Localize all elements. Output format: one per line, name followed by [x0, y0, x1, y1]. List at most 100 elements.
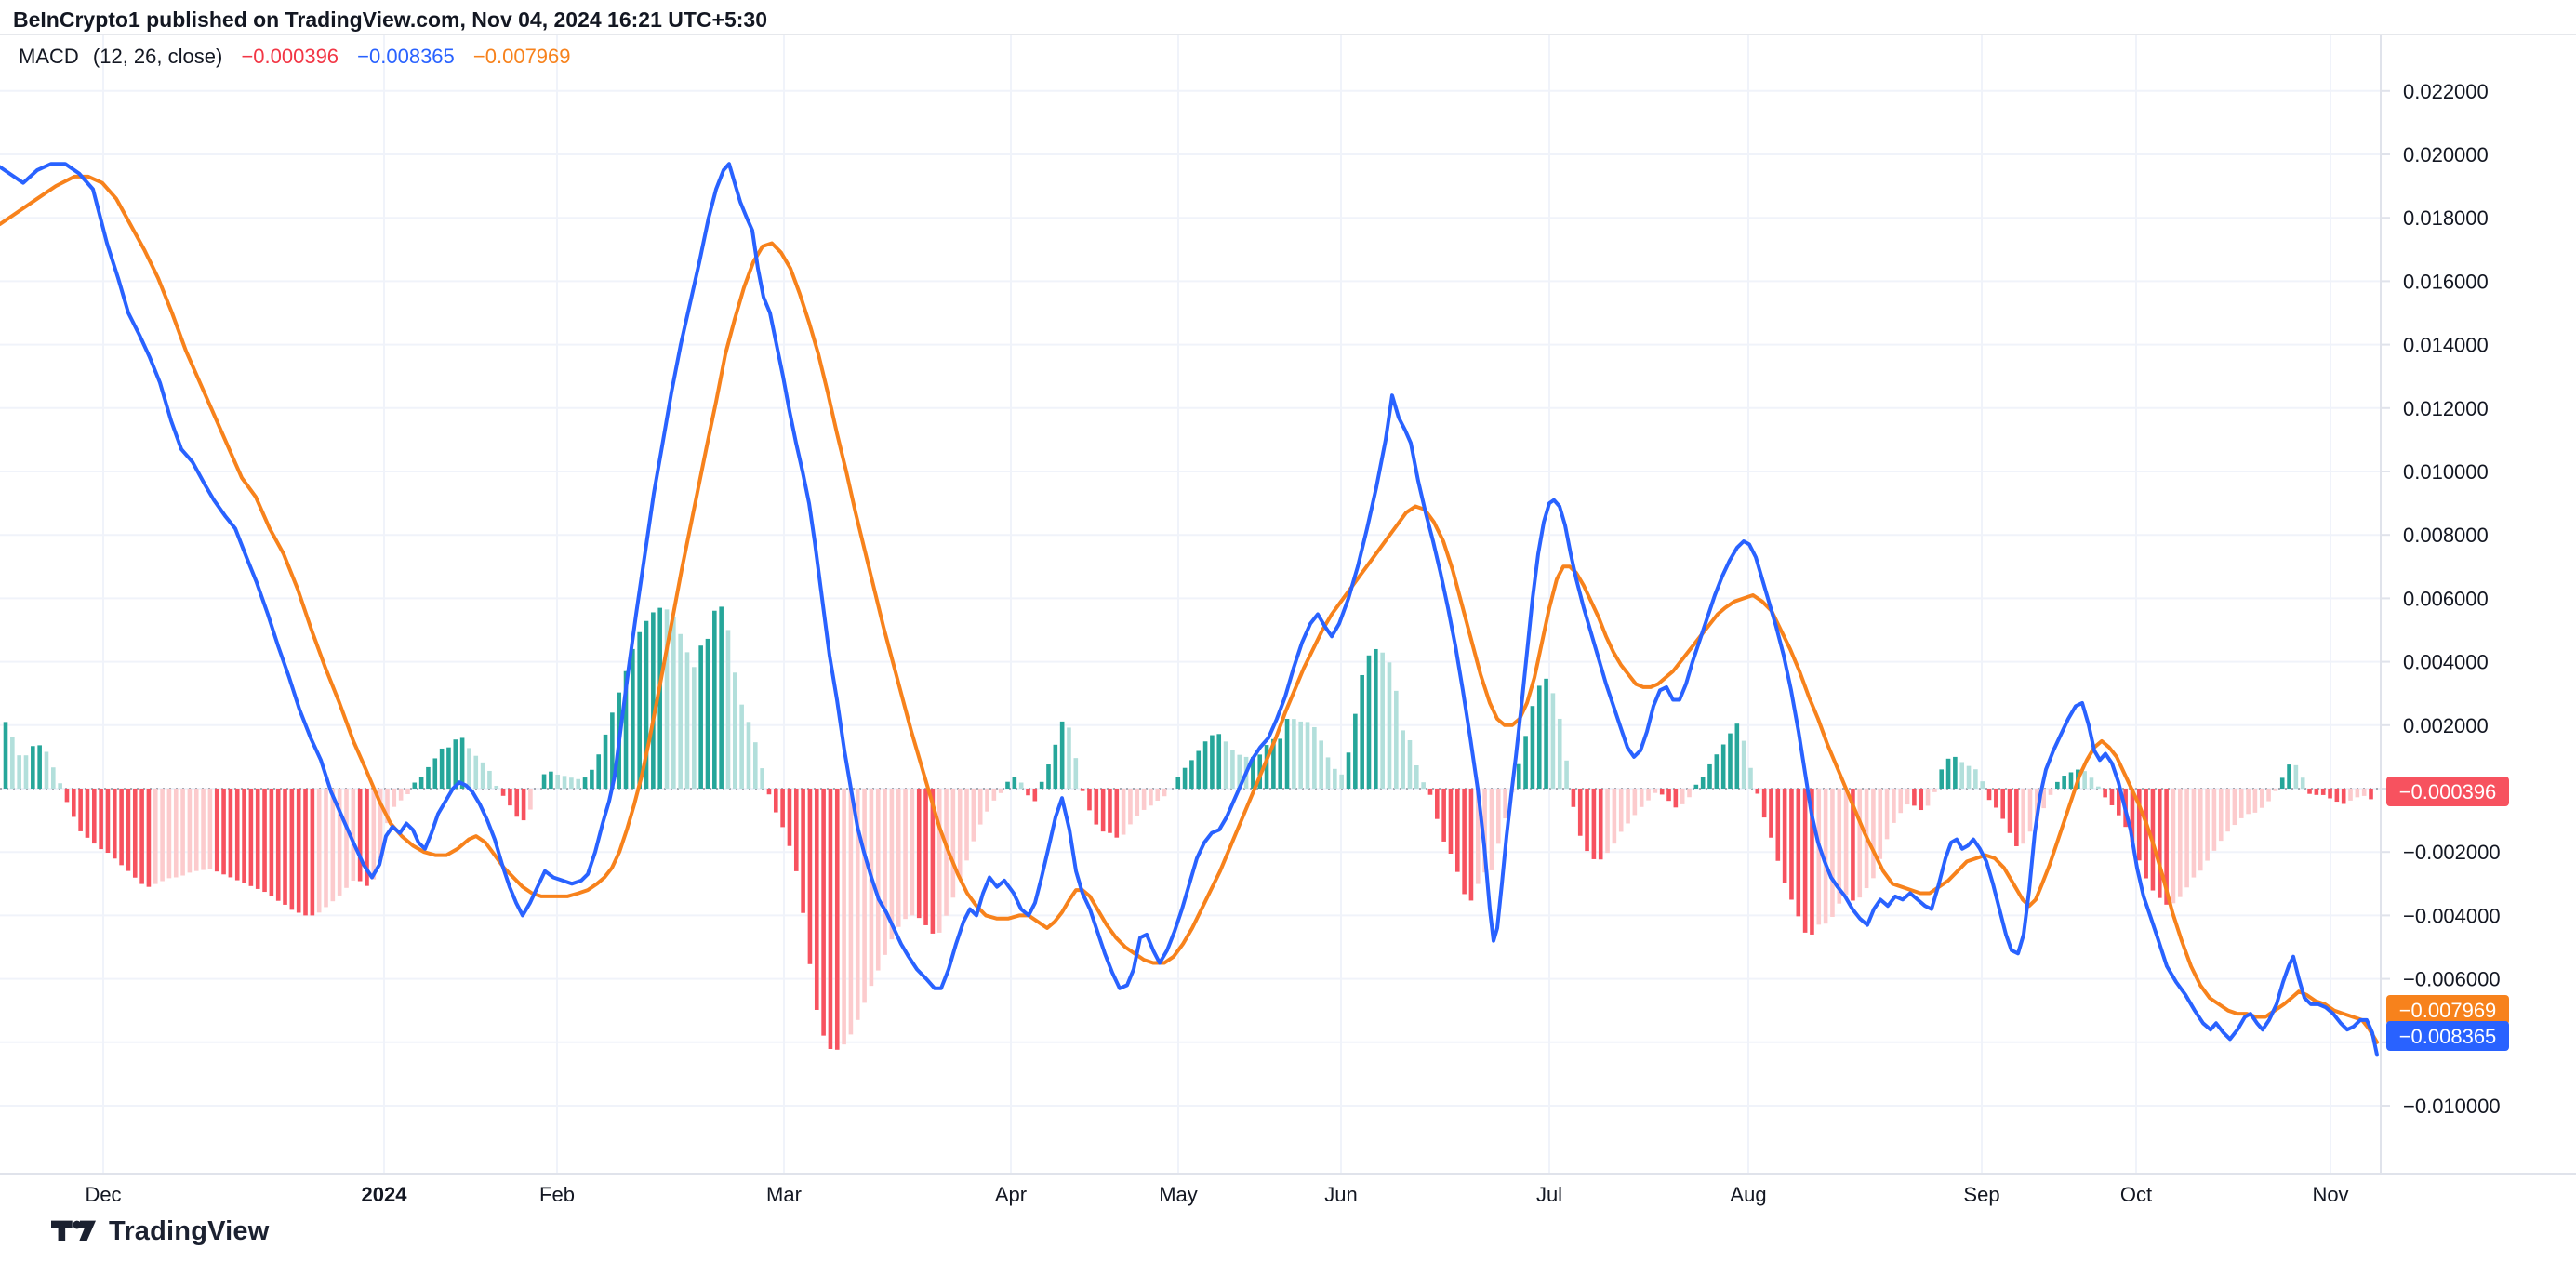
histogram-bar [1789, 789, 1794, 900]
tradingview-logo-icon [51, 1220, 96, 1241]
histogram-bar [2048, 789, 2053, 795]
histogram-bar [37, 745, 42, 789]
histogram-bar [1571, 789, 1576, 807]
histogram-bar [2266, 789, 2271, 802]
histogram-bar [1693, 784, 1699, 789]
histogram-bar [1802, 789, 1808, 933]
histogram-bar [324, 789, 328, 908]
histogram-bar [1646, 789, 1651, 801]
histogram-bar [1700, 777, 1706, 789]
histogram-bar [2041, 789, 2046, 809]
histogram-bar [1550, 693, 1556, 789]
time-tick-label: Aug [1730, 1183, 1766, 1206]
histogram-bar [651, 612, 656, 789]
svg-text:−0.007969: −0.007969 [2399, 999, 2497, 1022]
histogram-bar [1523, 736, 1528, 789]
histogram-bar [1012, 777, 1017, 789]
histogram-bar [1333, 768, 1337, 789]
histogram-bar [480, 762, 485, 789]
histogram-bar [1230, 750, 1235, 789]
histogram-bar [514, 789, 520, 817]
histogram-bar [193, 789, 199, 871]
histogram-bar [725, 630, 731, 789]
histogram-bar [1264, 745, 1269, 789]
histogram-bar [903, 789, 908, 920]
histogram-bar [1325, 757, 1331, 789]
histogram-bar [119, 789, 124, 866]
time-tick-label: Mar [766, 1183, 802, 1206]
histogram-bar [1966, 765, 1972, 789]
tradingview-logo[interactable]: TradingView [51, 1215, 270, 1248]
histogram-bar [746, 722, 751, 789]
histogram-bar [2144, 789, 2148, 879]
histogram-bar [1339, 774, 1344, 789]
histogram-bar [1435, 789, 1440, 819]
histogram-bar [160, 789, 165, 882]
histogram-bar [1626, 789, 1630, 824]
histogram-bar [2157, 789, 2162, 898]
histogram-bar [1680, 789, 1685, 804]
histogram-bar [2369, 789, 2373, 800]
histogram-bar [1925, 789, 1931, 806]
histogram-bar [1421, 782, 1426, 789]
indicator-legend[interactable]: MACD (12, 26, close) −0.000396 −0.008365… [19, 44, 571, 70]
histogram-bar [692, 667, 697, 789]
histogram-bar [1346, 752, 1351, 789]
time-tick-label: Nov [2312, 1183, 2348, 1206]
histogram-bar [1945, 758, 1951, 789]
histogram-bar [1175, 777, 1181, 789]
histogram-bar [1912, 789, 1917, 806]
time-tick-label: Feb [539, 1183, 575, 1206]
time-tick-label: Apr [995, 1183, 1027, 1206]
price-tick-label: −0.010000 [2403, 1095, 2501, 1118]
histogram-bar [1653, 789, 1658, 793]
histogram-bar [392, 789, 397, 807]
histogram-bar [1210, 735, 1215, 789]
histogram-bar [2198, 789, 2203, 871]
histogram-bar [1189, 760, 1194, 789]
histogram-bar [1292, 719, 1296, 789]
histogram-bar [733, 672, 737, 789]
histogram-bar [2307, 789, 2312, 794]
histogram-bar [283, 789, 287, 905]
histogram-bar [2287, 764, 2291, 789]
histogram-bar [1305, 722, 1310, 789]
histogram-bar [180, 789, 185, 876]
time-tick-label: Jun [1324, 1183, 1357, 1206]
histogram-bar [1557, 718, 1562, 789]
histogram-bar [58, 783, 62, 789]
histogram-bar [2000, 789, 2005, 819]
histogram-bar [1360, 674, 1364, 789]
time-scale[interactable]: Dec 2024 Feb Mar Apr May Jun Jul Aug Sep Oct Nov [85, 1183, 2348, 1206]
histogram-bar [807, 789, 813, 964]
histogram-bar [316, 789, 322, 913]
histogram-bar [1087, 789, 1092, 811]
histogram-bar [1905, 789, 1910, 805]
histogram-bar [569, 777, 574, 789]
histogram-bar [105, 789, 111, 854]
histogram-bar [957, 789, 963, 879]
histogram-bar [828, 789, 833, 1050]
histogram-bar [2021, 789, 2025, 844]
histogram-bar [787, 789, 792, 846]
histogram-bar [1387, 662, 1392, 789]
histogram-bar [971, 789, 976, 842]
time-tick-label: Dec [85, 1183, 121, 1206]
histogram-bar [146, 789, 152, 887]
histogram-bar [371, 789, 377, 880]
time-tick-label: Oct [2120, 1183, 2152, 1206]
histogram-bar [10, 737, 15, 789]
histogram-bar [1761, 789, 1767, 818]
macd-line [0, 162, 2379, 1057]
price-scale[interactable]: 0.022000 0.020000 0.018000 0.016000 0.014000… [2381, 80, 2509, 1118]
histogram-bar [1544, 678, 1548, 789]
histogram-bar [631, 648, 635, 789]
histogram-bar [2096, 786, 2101, 789]
histogram-bar [1741, 740, 1746, 789]
histogram-bar [357, 789, 363, 882]
histogram-bar [780, 789, 785, 828]
histogram-bar [576, 778, 581, 789]
histogram-bar [739, 704, 744, 789]
histogram-bar [310, 789, 315, 916]
